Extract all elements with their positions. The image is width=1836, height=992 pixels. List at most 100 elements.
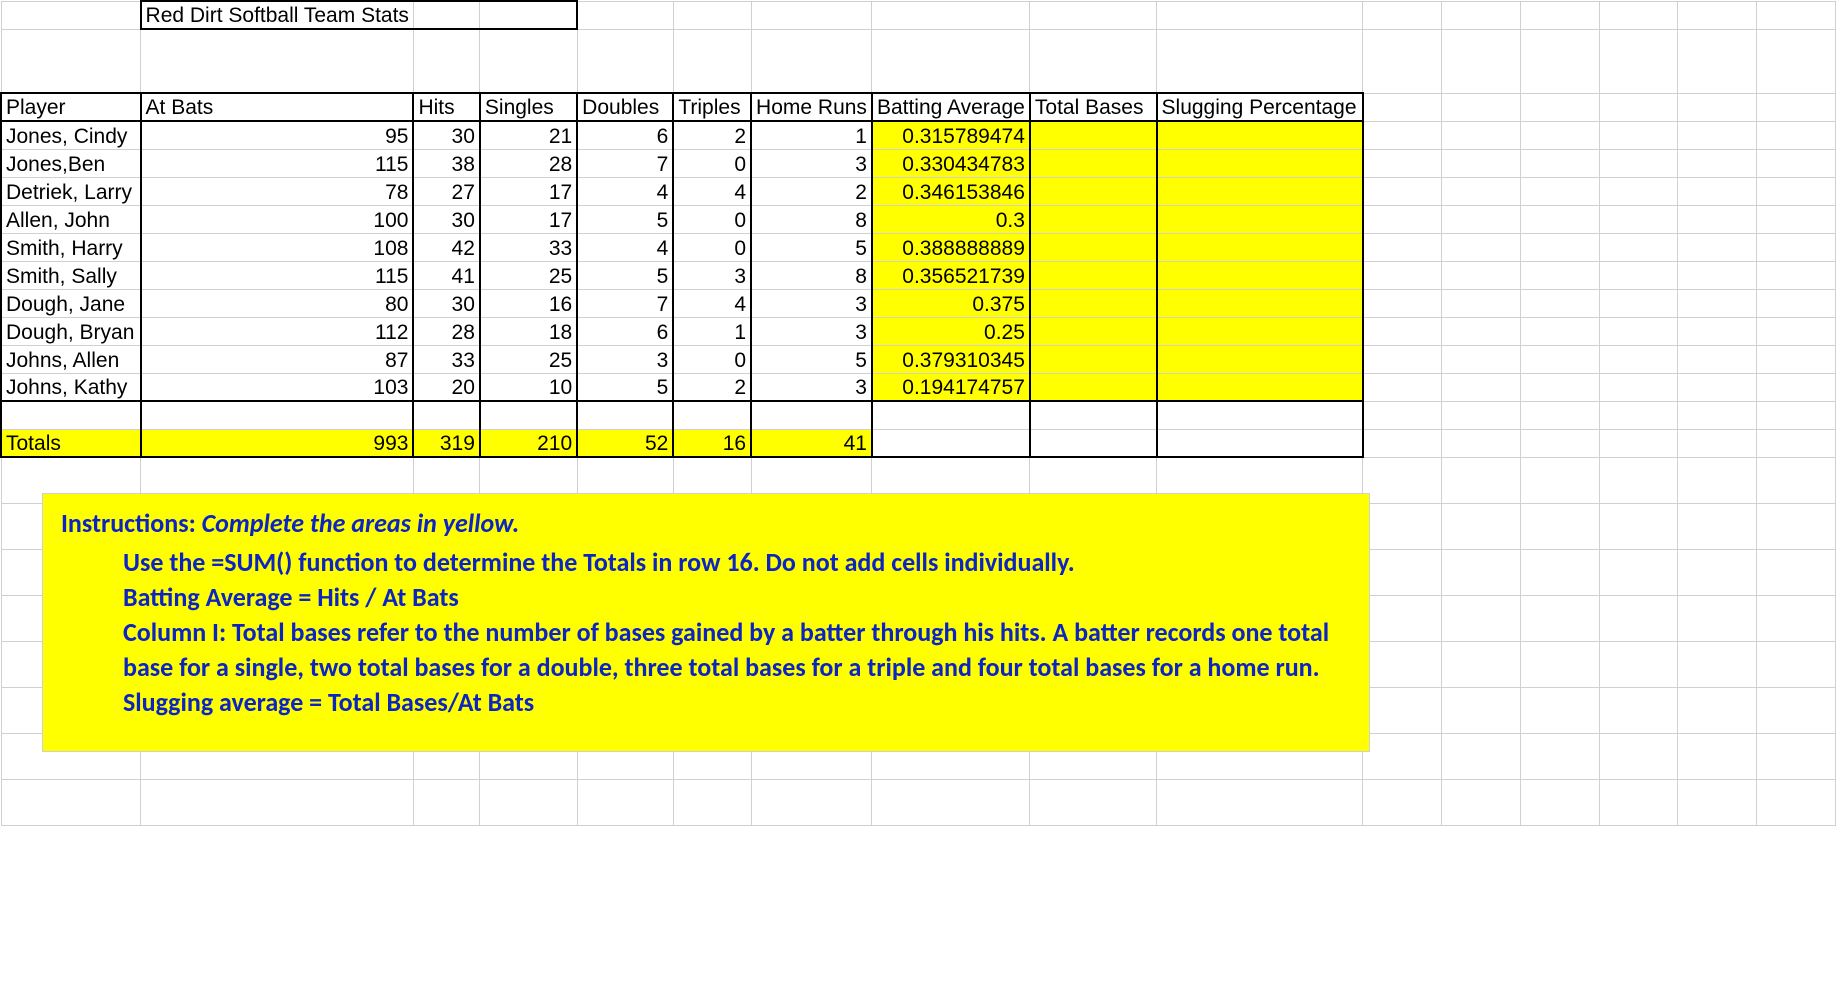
cell[interactable]: 52: [577, 429, 673, 457]
cell[interactable]: [1363, 549, 1442, 595]
cell[interactable]: 3: [751, 289, 872, 317]
cell[interactable]: [1157, 401, 1363, 429]
cell[interactable]: [1442, 457, 1521, 503]
cell[interactable]: 0: [673, 345, 751, 373]
cell[interactable]: [1157, 373, 1363, 401]
cell[interactable]: 4: [577, 233, 673, 261]
cell[interactable]: Smith, Harry: [1, 233, 141, 261]
cell[interactable]: 100: [141, 205, 414, 233]
cell[interactable]: [872, 429, 1030, 457]
cell[interactable]: [1157, 29, 1363, 93]
cell[interactable]: [1363, 503, 1442, 549]
cell[interactable]: 95: [141, 121, 414, 149]
cell[interactable]: [1363, 177, 1442, 205]
cell[interactable]: [1363, 401, 1442, 429]
cell[interactable]: [1030, 317, 1157, 345]
cell[interactable]: [1599, 779, 1678, 825]
cell[interactable]: 4: [673, 289, 751, 317]
cell[interactable]: [1157, 429, 1363, 457]
cell[interactable]: [1599, 289, 1678, 317]
cell[interactable]: [1157, 205, 1363, 233]
cell[interactable]: [1678, 261, 1757, 289]
cell[interactable]: [1363, 429, 1442, 457]
cell[interactable]: 0.3: [872, 205, 1030, 233]
cell[interactable]: [1521, 345, 1600, 373]
cell[interactable]: [1678, 733, 1757, 779]
cell[interactable]: [1757, 549, 1836, 595]
cell[interactable]: 21: [480, 121, 577, 149]
cell[interactable]: [1521, 261, 1600, 289]
cell[interactable]: [1442, 779, 1521, 825]
cell[interactable]: [413, 29, 479, 93]
cell[interactable]: 8: [751, 261, 872, 289]
cell[interactable]: [1599, 205, 1678, 233]
cell[interactable]: [1157, 317, 1363, 345]
cell[interactable]: [1157, 779, 1363, 825]
cell[interactable]: Batting Average: [872, 93, 1030, 121]
cell[interactable]: [1521, 205, 1600, 233]
cell[interactable]: [1030, 149, 1157, 177]
cell[interactable]: 4: [673, 177, 751, 205]
cell[interactable]: 7: [577, 149, 673, 177]
cell[interactable]: [1442, 401, 1521, 429]
cell[interactable]: Home Runs: [751, 93, 872, 121]
cell[interactable]: [1678, 289, 1757, 317]
cell[interactable]: 0.315789474: [872, 121, 1030, 149]
cell[interactable]: [1442, 345, 1521, 373]
cell[interactable]: 7: [577, 289, 673, 317]
cell[interactable]: [1363, 121, 1442, 149]
cell[interactable]: [1678, 373, 1757, 401]
cell[interactable]: [1521, 779, 1600, 825]
cell[interactable]: Johns, Allen: [1, 345, 141, 373]
cell[interactable]: 42: [413, 233, 479, 261]
cell[interactable]: 20: [413, 373, 479, 401]
cell[interactable]: [1521, 1, 1600, 29]
cell[interactable]: [1521, 733, 1600, 779]
cell[interactable]: 0.375: [872, 289, 1030, 317]
cell[interactable]: 210: [480, 429, 577, 457]
cell[interactable]: [1599, 121, 1678, 149]
cell[interactable]: 3: [577, 345, 673, 373]
cell[interactable]: [1, 1, 141, 29]
cell[interactable]: 5: [577, 373, 673, 401]
cell[interactable]: [1521, 503, 1600, 549]
cell[interactable]: 1: [673, 317, 751, 345]
cell[interactable]: [1599, 233, 1678, 261]
cell[interactable]: [1757, 373, 1836, 401]
cell[interactable]: [1678, 205, 1757, 233]
cell[interactable]: [1030, 779, 1157, 825]
cell[interactable]: [1521, 289, 1600, 317]
cell[interactable]: 0.388888889: [872, 233, 1030, 261]
cell[interactable]: [1030, 401, 1157, 429]
cell[interactable]: [1521, 457, 1600, 503]
cell[interactable]: [413, 1, 479, 29]
cell[interactable]: [1678, 317, 1757, 345]
cell[interactable]: [1030, 233, 1157, 261]
cell[interactable]: [1442, 205, 1521, 233]
cell[interactable]: [1030, 289, 1157, 317]
cell[interactable]: 30: [413, 289, 479, 317]
cell[interactable]: [141, 401, 414, 429]
cell[interactable]: [1757, 1, 1836, 29]
cell[interactable]: Total Bases: [1030, 93, 1157, 121]
cell[interactable]: [1521, 687, 1600, 733]
cell[interactable]: 18: [480, 317, 577, 345]
title-cell[interactable]: Red Dirt Softball Team Stats: [141, 1, 414, 29]
cell[interactable]: [1521, 93, 1600, 121]
cell[interactable]: [1599, 549, 1678, 595]
cell[interactable]: [1678, 93, 1757, 121]
cell[interactable]: [1757, 345, 1836, 373]
cell[interactable]: [1442, 429, 1521, 457]
cell[interactable]: 2: [673, 121, 751, 149]
cell[interactable]: Slugging Percentage: [1157, 93, 1363, 121]
cell[interactable]: [1678, 29, 1757, 93]
cell[interactable]: [1757, 401, 1836, 429]
cell[interactable]: [1678, 177, 1757, 205]
cell[interactable]: [1363, 233, 1442, 261]
cell[interactable]: 3: [751, 317, 872, 345]
cell[interactable]: [1599, 503, 1678, 549]
cell[interactable]: [1521, 373, 1600, 401]
cell[interactable]: [1442, 177, 1521, 205]
cell[interactable]: [1757, 289, 1836, 317]
cell[interactable]: 17: [480, 205, 577, 233]
